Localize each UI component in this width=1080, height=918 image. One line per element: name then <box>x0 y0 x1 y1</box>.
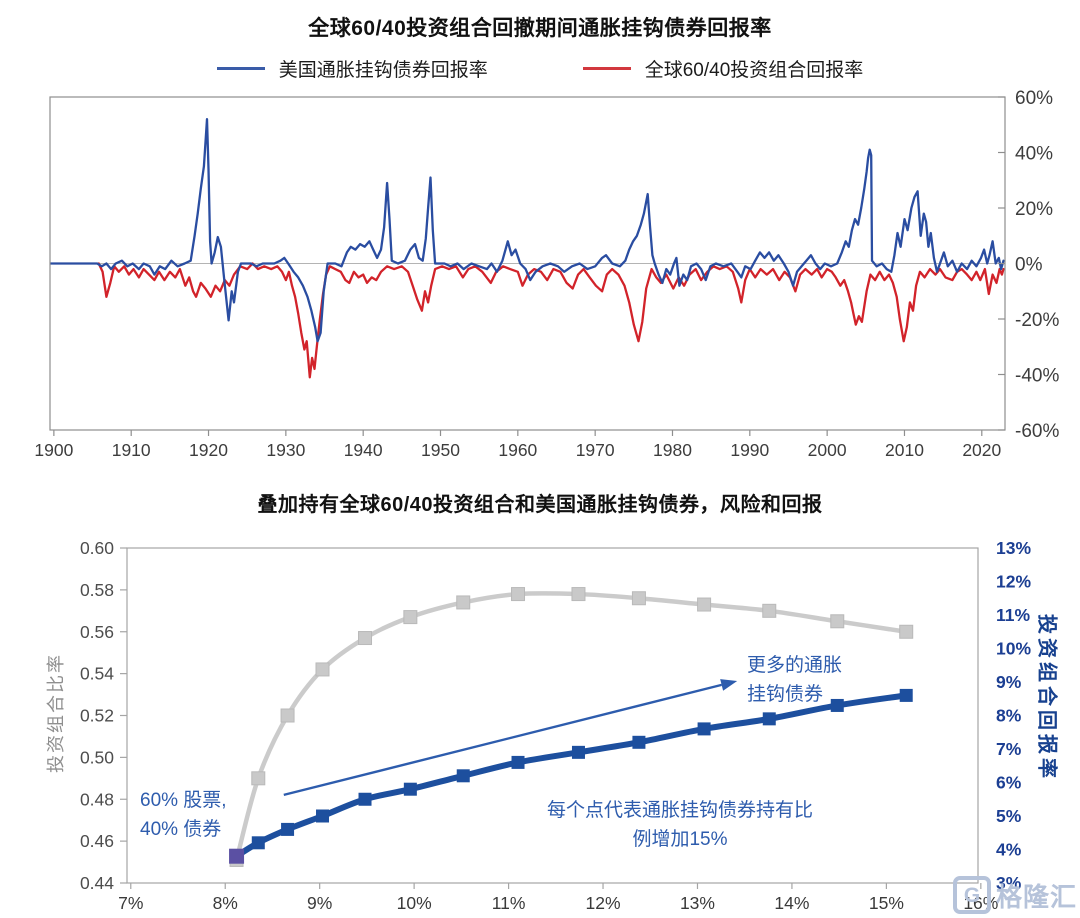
svg-text:1920: 1920 <box>189 440 228 460</box>
annotation-60-40-point: 60% 股票, 40% 债券 <box>140 787 227 844</box>
bottom-chart-canvas: 0.60 0.58 0.56 0.54 0.52 0.50 0.48 0.46 0.44 13% 1… <box>80 538 1032 913</box>
annotation-more-tips: 更多的通胀 挂钩债券 <box>747 652 842 709</box>
annotation-60-40-line2: 40% 债券 <box>140 818 222 840</box>
svg-text:60%: 60% <box>1015 88 1053 109</box>
svg-text:0.58: 0.58 <box>80 580 114 600</box>
annotation-each-point-line1: 每个点代表通胀挂钩债券持有比 <box>546 800 813 821</box>
svg-text:7%: 7% <box>996 739 1022 759</box>
svg-text:1990: 1990 <box>730 440 769 460</box>
svg-text:0.44: 0.44 <box>80 873 114 893</box>
svg-text:1910: 1910 <box>112 440 151 460</box>
bottom-left-axis-title: 投资组合比率 <box>46 653 66 773</box>
svg-text:1980: 1980 <box>653 440 692 460</box>
svg-text:2020: 2020 <box>962 440 1001 460</box>
watermark-text: 格隆汇 <box>995 881 1077 912</box>
svg-text:13%: 13% <box>996 538 1031 558</box>
svg-text:5%: 5% <box>996 806 1022 826</box>
svg-text:8%: 8% <box>213 893 238 913</box>
legend-label-us-tips: 美国通胀挂钩债券回报率 <box>278 60 488 81</box>
svg-text:6%: 6% <box>996 773 1022 793</box>
svg-text:0%: 0% <box>1015 255 1043 276</box>
svg-text:-20%: -20% <box>1015 310 1059 331</box>
svg-text:12%: 12% <box>996 572 1031 592</box>
svg-text:0.46: 0.46 <box>80 831 114 851</box>
svg-text:1950: 1950 <box>421 440 460 460</box>
svg-text:0.60: 0.60 <box>80 538 114 558</box>
svg-text:11%: 11% <box>996 605 1030 625</box>
svg-text:12%: 12% <box>586 893 621 913</box>
gelonghui-logo-icon: G <box>952 876 991 914</box>
svg-text:20%: 20% <box>1015 199 1053 220</box>
annotation-60-40-line1: 60% 股票, <box>140 790 227 811</box>
svg-text:-40%: -40% <box>1015 366 1059 387</box>
svg-text:7%: 7% <box>118 893 143 913</box>
svg-text:1960: 1960 <box>498 440 537 460</box>
annotation-more-tips-line2: 挂钩债券 <box>747 683 824 705</box>
annotation-each-point: 每个点代表通胀挂钩债券持有比 例增加15% <box>495 797 865 854</box>
top-chart-legend: 美国通胀挂钩债券回报率 全球60/40投资组合回报率 <box>0 55 1080 82</box>
svg-text:0.52: 0.52 <box>80 706 114 726</box>
svg-text:11%: 11% <box>492 893 526 913</box>
svg-text:4%: 4% <box>996 840 1022 860</box>
svg-text:0.50: 0.50 <box>80 747 114 767</box>
svg-text:0.54: 0.54 <box>80 664 114 684</box>
svg-text:2000: 2000 <box>808 440 847 460</box>
top-chart-title: 全球60/40投资组合回撤期间通胀挂钩债券回报率 <box>308 17 772 40</box>
legend-label-global-6040: 全球60/40投资组合回报率 <box>644 60 864 81</box>
watermark-gelonghui: G 格隆汇 <box>952 876 1077 914</box>
svg-text:14%: 14% <box>774 893 809 913</box>
svg-text:10%: 10% <box>397 893 432 913</box>
svg-text:10%: 10% <box>996 639 1031 659</box>
svg-text:2010: 2010 <box>885 440 924 460</box>
legend-line-red-icon <box>582 67 631 70</box>
svg-text:0.56: 0.56 <box>80 622 114 642</box>
svg-text:9%: 9% <box>996 672 1022 692</box>
svg-text:40%: 40% <box>1015 144 1053 165</box>
svg-text:0.48: 0.48 <box>80 789 114 809</box>
svg-text:1930: 1930 <box>266 440 305 460</box>
svg-text:9%: 9% <box>307 893 332 913</box>
legend-item-global-6040: 全球60/40投资组合回报率 <box>582 55 864 82</box>
svg-text:8%: 8% <box>996 706 1022 726</box>
svg-text:15%: 15% <box>869 893 904 913</box>
legend-line-blue-icon <box>216 67 265 70</box>
annotation-more-tips-line1: 更多的通胀 <box>747 655 843 676</box>
svg-text:1940: 1940 <box>344 440 383 460</box>
bottom-chart-title: 叠加持有全球60/40投资组合和美国通胀挂钩债券，风险和回报 <box>257 494 823 516</box>
bottom-right-axis-title: 投资组合回报率 <box>1035 614 1058 782</box>
svg-text:13%: 13% <box>680 893 715 913</box>
svg-text:1970: 1970 <box>576 440 615 460</box>
svg-text:1900: 1900 <box>34 440 73 460</box>
legend-item-us-tips: 美国通胀挂钩债券回报率 <box>216 55 488 82</box>
annotation-each-point-line2: 例增加15% <box>632 828 728 850</box>
svg-text:-60%: -60% <box>1015 421 1059 442</box>
